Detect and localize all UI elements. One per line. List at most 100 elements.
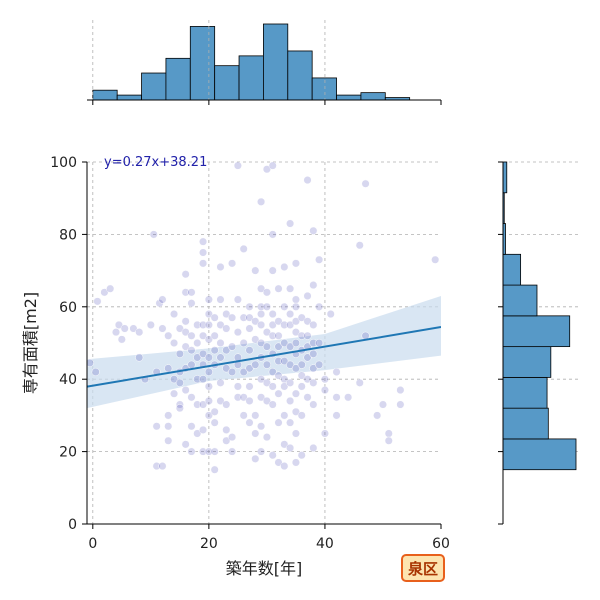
scatter-point <box>152 422 161 431</box>
scatter-point <box>187 288 196 297</box>
scatter-point <box>303 317 312 326</box>
scatter-point <box>245 313 254 322</box>
scatter-point <box>274 389 283 398</box>
y-tick-label: 80 <box>59 227 77 243</box>
scatter-point <box>274 342 283 351</box>
scatter-point <box>222 324 231 333</box>
scatter-point <box>268 162 277 170</box>
scatter-point <box>268 367 277 377</box>
scatter-point <box>204 367 213 377</box>
scatter-point <box>262 288 271 297</box>
scatter-point <box>274 371 283 380</box>
scatter-point <box>297 371 306 380</box>
scatter-point <box>164 331 173 340</box>
scatter-point <box>309 364 318 373</box>
scatter-point <box>187 360 196 369</box>
x-tick-label: 40 <box>316 536 334 552</box>
top-hist-bar <box>287 50 313 101</box>
scatter-point <box>320 429 329 438</box>
right-hist-bar <box>502 315 571 348</box>
scatter-point <box>135 353 144 362</box>
scatter-point <box>361 179 370 188</box>
top-hist-bar <box>263 23 289 101</box>
scatter-point <box>262 342 271 351</box>
scatter-point <box>274 284 283 293</box>
scatter-point <box>251 411 260 420</box>
scatter-point <box>169 375 179 384</box>
scatter-point <box>291 317 300 326</box>
scatter-point <box>297 451 306 460</box>
scatter-point <box>158 462 167 471</box>
ward-badge-text: 泉区 <box>407 560 438 578</box>
scatter-point <box>210 418 219 427</box>
y-axis-label: 専有面積[m2] <box>21 292 40 394</box>
scatter-point <box>309 338 318 348</box>
scatter-point <box>303 353 312 362</box>
scatter-point <box>280 411 289 420</box>
scatter-point <box>181 288 190 297</box>
scatter-point <box>120 324 129 333</box>
scatter-point <box>268 230 277 239</box>
scatter-point <box>175 378 184 387</box>
scatter-point <box>228 433 237 442</box>
scatter-point <box>216 353 225 362</box>
scatter-point <box>245 302 254 311</box>
scatter-point <box>222 436 231 445</box>
scatter-point <box>245 396 254 405</box>
regression-line-group <box>87 326 441 388</box>
scatter-point <box>216 338 225 348</box>
main-ticks: 0 20 40 60 0 20 40 60 80 100 <box>50 155 450 552</box>
top-hist-bar <box>165 57 191 101</box>
scatter-point <box>199 349 208 358</box>
scatter-point <box>297 411 306 420</box>
scatter-point <box>199 259 208 268</box>
scatter-point <box>291 302 300 311</box>
scatter-point <box>251 429 260 438</box>
scatter-point <box>181 317 190 326</box>
scatter-point <box>204 320 213 329</box>
scatter-point <box>106 284 115 293</box>
scatter-point <box>274 357 283 366</box>
scatter-point <box>149 230 158 239</box>
scatter-point <box>257 393 266 402</box>
scatter-point <box>257 320 266 329</box>
scatter-point <box>286 309 295 319</box>
scatter-point <box>187 331 196 340</box>
regression-confidence-band <box>87 295 441 409</box>
top-hist-bar <box>238 55 264 101</box>
scatter-point <box>233 295 242 304</box>
top-hist-bar <box>336 94 362 101</box>
scatter-point <box>228 313 237 322</box>
scatter-point <box>204 411 213 420</box>
scatter-points <box>87 162 440 474</box>
scatter-point <box>204 295 213 304</box>
scatter-point <box>181 328 190 337</box>
scatter-point <box>210 346 219 355</box>
scatter-point <box>286 219 295 228</box>
scatter-point <box>222 309 231 319</box>
scatter-point <box>233 162 242 170</box>
scatter-point <box>199 425 208 434</box>
scatter-point <box>158 324 167 333</box>
scatter-point <box>164 364 173 373</box>
scatter-point <box>187 447 196 456</box>
scatter-point <box>210 447 219 456</box>
top-hist-bar <box>360 92 386 101</box>
scatter-point <box>199 320 208 329</box>
scatter-point <box>146 320 155 329</box>
scatter-point <box>216 396 225 405</box>
scatter-point <box>216 320 225 329</box>
scatter-point <box>199 400 208 409</box>
scatter-point <box>199 375 208 384</box>
scatter-point <box>100 288 109 297</box>
scatter-point <box>204 396 213 405</box>
scatter-point <box>262 378 271 387</box>
scatter-point <box>169 389 179 398</box>
scatter-point <box>228 447 237 456</box>
scatter-point <box>303 331 312 340</box>
scatter-point <box>355 378 364 387</box>
scatter-point <box>373 411 382 420</box>
scatter-point <box>320 386 329 395</box>
scatter-point <box>286 396 295 405</box>
